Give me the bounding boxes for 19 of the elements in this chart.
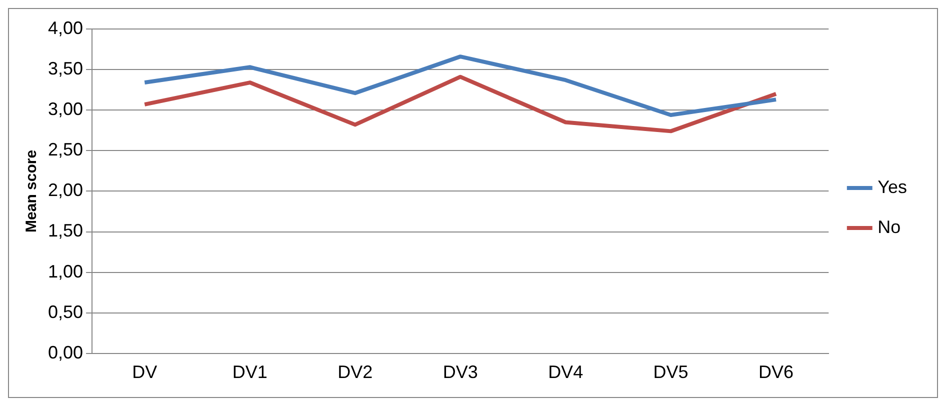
legend-label: No bbox=[878, 216, 901, 237]
y-tick-label: 3,50 bbox=[48, 58, 84, 79]
x-tick-label: DV1 bbox=[232, 362, 268, 382]
legend-label: Yes bbox=[878, 176, 908, 197]
x-tick-label: DV5 bbox=[653, 362, 688, 382]
x-tick-label: DV2 bbox=[338, 362, 373, 382]
x-tick-label: DV6 bbox=[758, 362, 794, 382]
y-tick-label: 3,00 bbox=[48, 99, 84, 120]
y-tick-label: 0,50 bbox=[48, 302, 84, 322]
y-tick-label: 4,00 bbox=[48, 18, 84, 38]
x-tick-label: DV bbox=[132, 362, 158, 382]
y-axis-title: Mean score bbox=[23, 150, 40, 232]
y-tick-label: 0,00 bbox=[48, 342, 84, 362]
y-tick-label: 1,50 bbox=[48, 220, 84, 241]
y-tick-label: 2,00 bbox=[48, 180, 84, 200]
y-tick-label: 1,00 bbox=[48, 261, 84, 282]
x-tick-label: DV3 bbox=[442, 362, 478, 382]
x-tick-label: DV4 bbox=[548, 362, 584, 382]
y-tick-label: 2,50 bbox=[48, 140, 84, 160]
